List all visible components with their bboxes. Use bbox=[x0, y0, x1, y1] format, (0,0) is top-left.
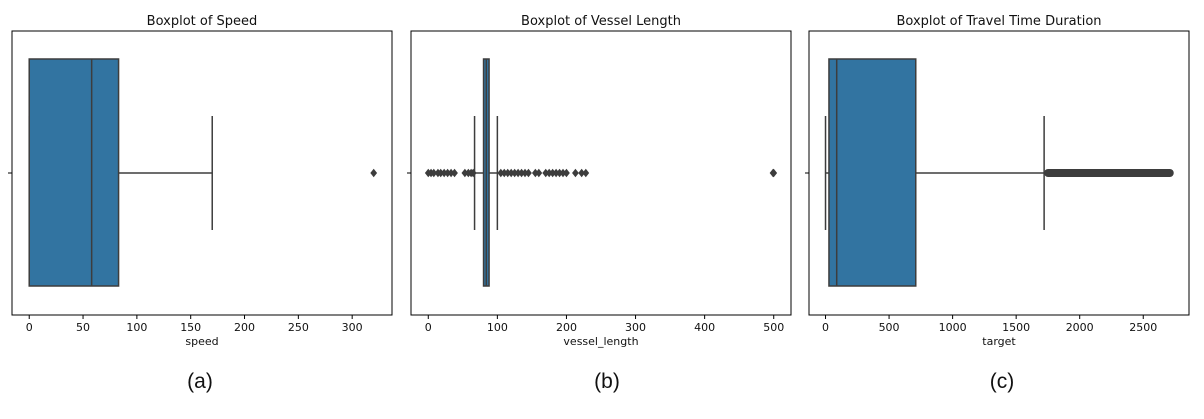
x-tick-label: 300 bbox=[625, 321, 646, 334]
x-tick-label: 0 bbox=[26, 321, 33, 334]
outlier-point bbox=[770, 168, 778, 178]
plot-frame bbox=[11, 30, 393, 316]
panel-caption-c: (c) bbox=[989, 370, 1015, 393]
x-axis-label: vessel_length bbox=[563, 335, 638, 348]
iqr-box bbox=[28, 58, 120, 287]
outlier-point bbox=[525, 168, 532, 178]
outlier-point bbox=[582, 168, 590, 178]
x-tick-label: 400 bbox=[694, 321, 715, 334]
x-tick-label: 0 bbox=[425, 321, 432, 334]
x-tick-label: 100 bbox=[487, 321, 508, 334]
panel-caption-b: (b) bbox=[594, 370, 620, 393]
chart-title: Boxplot of Travel Time Duration bbox=[896, 14, 1101, 29]
x-tick-label: 1500 bbox=[1002, 321, 1030, 334]
panel-speed: Boxplot of Speed 0 50 100 150 200 250 300 spee… bbox=[8, 14, 393, 348]
outlier-point bbox=[370, 168, 378, 178]
x-tick-label: 2500 bbox=[1129, 321, 1157, 334]
plot-frame bbox=[808, 30, 1190, 316]
x-tick-label: 1000 bbox=[939, 321, 967, 334]
chart-title: Boxplot of Vessel Length bbox=[521, 14, 681, 29]
outlier-point bbox=[535, 168, 543, 178]
iqr-box bbox=[828, 58, 917, 287]
outlier-point bbox=[451, 168, 458, 178]
x-tick-label: 250 bbox=[288, 321, 309, 334]
x-tick-label: 300 bbox=[342, 321, 363, 334]
x-tick-label: 200 bbox=[556, 321, 577, 334]
chart-title: Boxplot of Speed bbox=[147, 14, 258, 29]
panel-vessel-length: Boxplot of Vessel Length 0 100 200 300 400 50… bbox=[407, 14, 792, 348]
x-tick-label: 0 bbox=[822, 321, 829, 334]
plot-frame bbox=[410, 30, 792, 316]
x-tick-label: 50 bbox=[76, 321, 90, 334]
outlier-point bbox=[572, 168, 579, 178]
x-axis-label: speed bbox=[185, 335, 218, 348]
x-tick-label: 500 bbox=[879, 321, 900, 334]
x-tick-label: 150 bbox=[180, 321, 201, 334]
x-tick-label: 100 bbox=[126, 321, 147, 334]
outlier-band bbox=[1044, 169, 1174, 177]
panel-travel-time: Boxplot of Travel Time Duration 0 500 1000… bbox=[805, 14, 1190, 348]
outlier-point bbox=[469, 168, 477, 178]
x-tick-label: 500 bbox=[763, 321, 784, 334]
outlier-point bbox=[563, 168, 570, 178]
panel-caption-a: (a) bbox=[187, 370, 213, 393]
x-axis-label: target bbox=[982, 335, 1016, 348]
x-tick-label: 2000 bbox=[1066, 321, 1094, 334]
x-tick-label: 200 bbox=[234, 321, 255, 334]
